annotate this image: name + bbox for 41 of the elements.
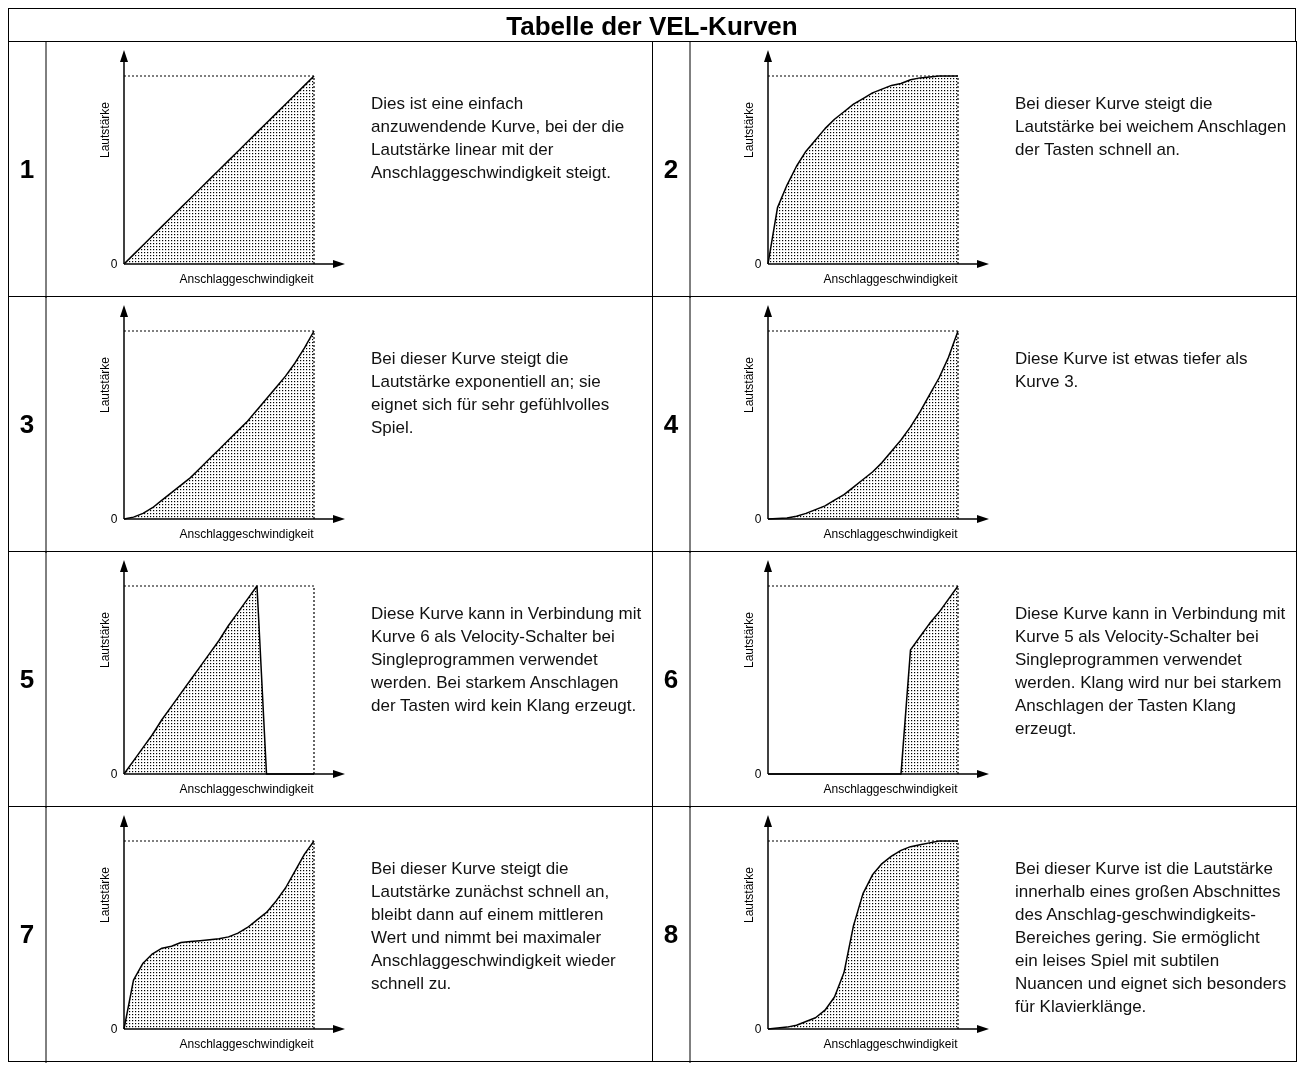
text: 8 [663,919,679,949]
text: 7 [19,919,35,949]
text: Diese Kurve kann in Verbindung mit Kurve 5 als Velocity-Schalter bei Singleprogrammen verwendet werden. Klang wird nur bei starkem Anschlagen der Tasten Klang erzeugt. [1015,603,1287,740]
x-axis-title: Anschlaggeschwindigkeit [823,1037,959,1051]
x-axis-title: Anschlaggeschwindigkeit [179,1037,315,1051]
text: Diese Kurve kann in Verbindung mit Kurve 6 als Velocity-Schalter bei Singleprogrammen verwendet werden. Bei starkem Anschlagen der Tasten wird kein Klang erzeugt. [371,603,643,717]
y-axis-title: Lautstärke [98,101,112,159]
text: Bei dieser Kurve steigt die Lautstärke bei weichem Anschlagen der Tasten schnell an. [1015,93,1287,161]
y-axis-title: Lautstärke [98,611,112,669]
text: 4 [663,409,679,439]
text: 6 [663,664,679,694]
text: 0 [110,512,118,526]
text: Bei dieser Kurve steigt die Lautstärke zunächst schnell an, bleibt dann auf einem mittleren Wert und nimmt bei maximaler Anschlaggeschwindigkeit wieder schnell zu. [371,858,617,995]
x-axis-title: Anschlaggeschwindigkeit [179,272,315,286]
y-axis-title: Lautstärke [742,866,756,924]
text: Tabelle der VEL-Kurven [8,8,1296,42]
text: 0 [110,257,118,271]
y-axis-title: Lautstärke [98,866,112,924]
y-axis-title: Lautstärke [742,356,756,414]
text: Bei dieser Kurve steigt die Lautstärke exponentiell an; sie eignet sich für sehr gefühlvolles Spiel. [371,348,611,439]
text: 3 [19,409,35,439]
text: 0 [754,512,762,526]
x-axis-title: Anschlaggeschwindigkeit [179,782,315,796]
text: 0 [754,767,762,781]
text: 0 [110,767,118,781]
y-axis-title: Lautstärke [742,101,756,159]
x-axis-title: Anschlaggeschwindigkeit [823,782,959,796]
x-axis-title: Anschlaggeschwindigkeit [823,527,959,541]
text: 0 [754,1022,762,1036]
y-axis-title: Lautstärke [742,611,756,669]
text: Bei dieser Kurve ist die Lautstärke innerhalb eines großen Abschnittes des Anschlag-geschwindigkeits-Bereiches gering. Sie ermöglicht ein leises Spiel mit subtilen Nuancen und eignet sich besonders für Klavierklänge. [1015,858,1287,1018]
text: Dies ist eine einfach anzuwendende Kurve, bei der die Lautstärke linear mit der Anschlaggeschwindigkeit steigt. [371,93,626,184]
x-axis-title: Anschlaggeschwindigkeit [179,527,315,541]
x-axis-title: Anschlaggeschwindigkeit [823,272,959,286]
text: 5 [19,664,35,694]
y-axis-title: Lautstärke [98,356,112,414]
text: 0 [110,1022,118,1036]
text: 0 [754,257,762,271]
text: Diese Kurve ist etwas tiefer als Kurve 3. [1015,348,1249,393]
text: 1 [19,154,35,184]
text: 2 [663,154,679,184]
